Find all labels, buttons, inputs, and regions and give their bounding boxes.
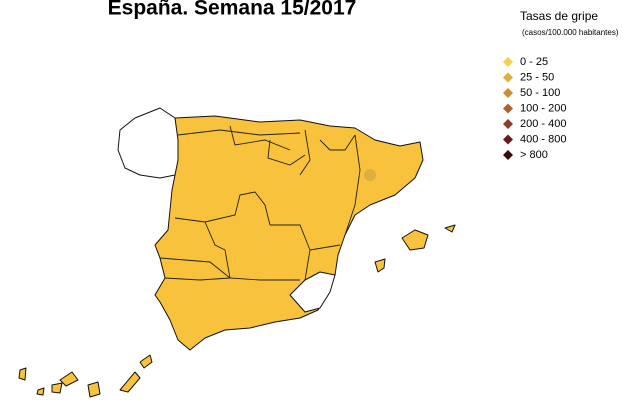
legend-label: 100 - 200: [520, 102, 566, 114]
legend: Tasas de gripe (casos/100.000 habitantes…: [503, 9, 619, 161]
legend-swatch: [503, 72, 513, 83]
legend-title: Tasas de gripe: [520, 9, 598, 23]
mainland: [154, 115, 424, 351]
legend-swatch: [503, 57, 513, 67]
fuerteventura: [119, 371, 141, 393]
legend-swatch: [503, 103, 513, 114]
lanzarote: [139, 354, 153, 369]
legend-swatch: [503, 88, 513, 98]
legend-swatch: [503, 119, 513, 129]
legend-subtitle: (casos/100.000 habitantes): [522, 28, 619, 37]
region-borders: [159, 125, 361, 281]
legend-label: 400 - 800: [520, 133, 566, 145]
legend-swatch: [503, 150, 513, 160]
legend-label: 25 - 50: [520, 71, 554, 83]
ibiza: [374, 258, 386, 273]
tenerife: [59, 371, 79, 387]
mallorca: [401, 229, 429, 251]
la-palma: [18, 367, 27, 381]
menorca: [444, 224, 456, 233]
murcia: [289, 271, 336, 313]
local-spot: [364, 169, 376, 181]
legend-label: 200 - 400: [520, 118, 566, 130]
galicia: [117, 107, 179, 179]
map-title: España. Semana 15/2017: [108, 0, 357, 20]
legend-swatch: [503, 134, 513, 145]
legend-label: > 800: [520, 149, 548, 161]
hierro: [36, 387, 45, 396]
gomera: [51, 382, 63, 394]
gran-canaria: [87, 381, 101, 398]
legend-label: 50 - 100: [520, 87, 560, 99]
spain-map: [18, 107, 456, 398]
legend-label: 0 - 25: [520, 56, 548, 68]
